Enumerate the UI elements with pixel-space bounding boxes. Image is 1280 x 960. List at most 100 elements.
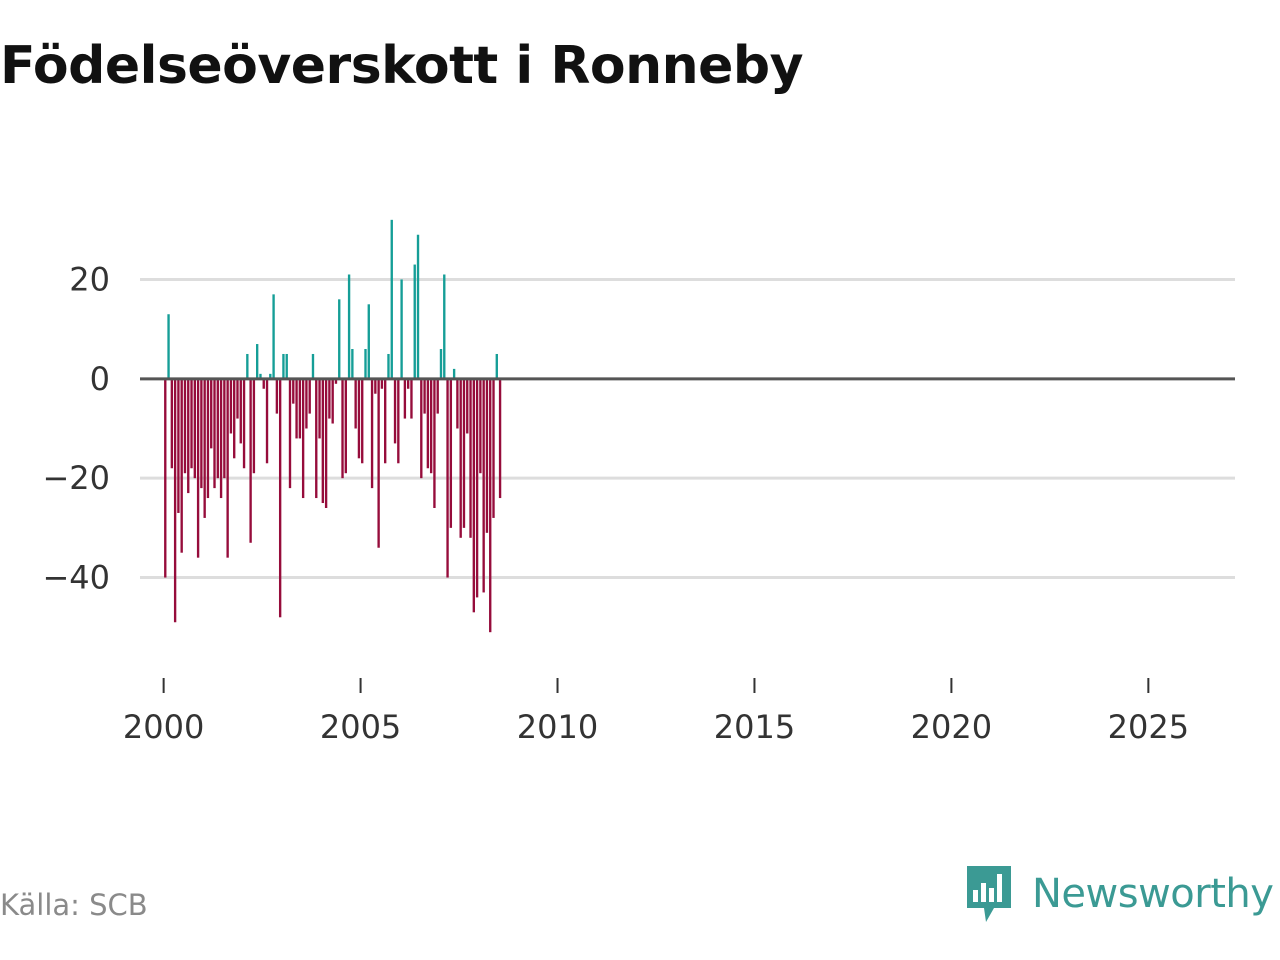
bar [275, 378, 279, 414]
bar [196, 378, 200, 558]
bar [370, 378, 374, 489]
bar [390, 219, 393, 379]
bar [298, 378, 302, 439]
bar [295, 378, 298, 439]
y-tick-label: −20 [42, 459, 110, 497]
bar [374, 378, 377, 394]
bar [410, 378, 413, 419]
bar [347, 274, 351, 379]
x-tick-label: 2015 [714, 708, 795, 746]
bar [318, 378, 321, 439]
x-axis: 2000 2005 2010 2015 2020 2025 [123, 678, 1189, 746]
bar [167, 314, 170, 379]
bar [423, 378, 426, 414]
y-tick-label: −40 [42, 559, 110, 597]
bar [236, 378, 239, 419]
bar [259, 373, 262, 379]
bar [200, 378, 203, 489]
bar [223, 378, 226, 479]
bar [387, 353, 390, 379]
source-label: Källa: SCB [0, 888, 148, 922]
bar [328, 378, 331, 419]
bar [341, 378, 344, 479]
bar [384, 378, 387, 464]
bar [469, 378, 472, 538]
bars [164, 219, 502, 633]
bar [193, 378, 196, 479]
bar [436, 378, 439, 414]
bar [479, 378, 482, 474]
bar [475, 378, 479, 598]
bar [429, 378, 433, 474]
bar [416, 234, 420, 379]
bar [190, 378, 193, 469]
bar [252, 378, 256, 474]
bar [439, 349, 443, 379]
y-axis: 20 0 −20 −40 [42, 260, 110, 596]
bar [433, 378, 436, 508]
brand-name: Newsworthy [1032, 871, 1274, 917]
bar [489, 378, 492, 633]
bar [443, 274, 446, 379]
bar [269, 373, 272, 379]
bar [400, 279, 403, 379]
bar [164, 378, 167, 578]
bar [255, 344, 259, 379]
bar [272, 294, 275, 379]
bar [492, 378, 495, 518]
bar [357, 378, 361, 459]
bar [219, 378, 223, 499]
bar [249, 378, 252, 543]
bar [206, 378, 210, 499]
bar [413, 264, 416, 379]
bar [242, 378, 246, 469]
bar [420, 378, 423, 479]
bar [466, 378, 469, 434]
bar [452, 368, 456, 379]
bar [380, 378, 384, 389]
bar [301, 378, 305, 499]
x-tick-label: 2020 [911, 708, 992, 746]
brand[interactable]: Newsworthy [964, 864, 1274, 924]
bar [226, 378, 229, 558]
bar [177, 378, 180, 513]
bar [367, 304, 370, 379]
bar [426, 378, 430, 469]
x-tick-label: 2025 [1108, 708, 1189, 746]
bar [459, 378, 462, 538]
bar [321, 378, 325, 504]
bar [278, 378, 282, 618]
bar [292, 378, 295, 404]
y-tick-label: 20 [69, 260, 110, 298]
bar [482, 378, 485, 593]
bar [331, 378, 334, 424]
bar [403, 378, 407, 419]
bar [262, 378, 265, 389]
bar [173, 378, 177, 623]
bar [285, 353, 288, 379]
bar [229, 378, 233, 434]
bar [351, 349, 354, 379]
bar [183, 378, 187, 474]
bar [288, 378, 292, 489]
bar [308, 378, 311, 414]
bar [354, 378, 357, 429]
bar [377, 378, 380, 548]
x-tick-label: 2010 [517, 708, 598, 746]
bar [216, 378, 219, 479]
bar [203, 378, 206, 518]
bar [361, 378, 364, 464]
bar [456, 378, 459, 429]
bar [233, 378, 236, 459]
bar [311, 353, 315, 379]
x-tick-label: 2000 [123, 708, 204, 746]
bar [265, 378, 269, 464]
y-tick-label: 0 [90, 360, 110, 398]
bar [406, 378, 410, 389]
bar [315, 378, 318, 499]
bar [344, 378, 347, 474]
bar [485, 378, 489, 533]
bar [180, 378, 183, 553]
bar [449, 378, 453, 528]
bar [246, 353, 249, 379]
